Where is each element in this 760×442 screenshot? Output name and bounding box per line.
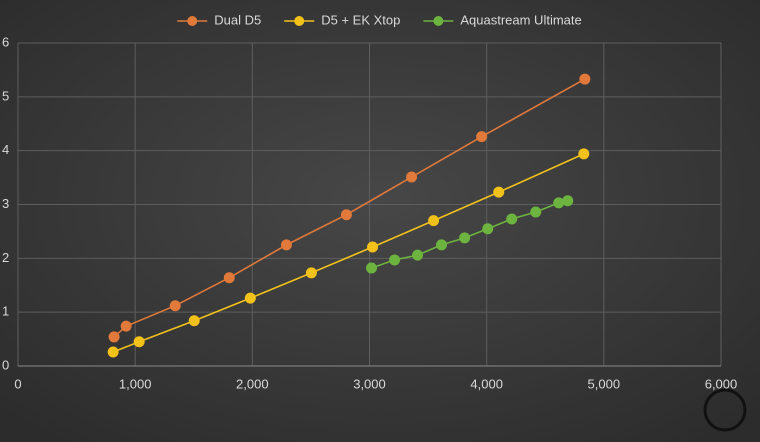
y-tick-label: 2 (2, 250, 9, 265)
x-tick-label: 1,000 (119, 376, 152, 391)
legend-marker (433, 16, 444, 26)
data-point (305, 267, 317, 279)
data-point (188, 315, 200, 327)
series-line (371, 199, 568, 269)
legend-label: Aquastream Ultimate (460, 12, 581, 27)
legend-label: Dual D5 (214, 12, 261, 27)
data-point (412, 249, 424, 261)
data-point (493, 186, 505, 198)
y-tick-label: 5 (2, 88, 9, 103)
data-point (223, 272, 235, 284)
data-point (244, 292, 256, 304)
y-tick-label: 1 (2, 304, 9, 319)
data-point (340, 209, 352, 221)
data-point (120, 320, 132, 332)
data-point (365, 262, 377, 274)
data-point (553, 197, 565, 209)
data-point (107, 346, 119, 358)
x-tick-label: 6,000 (705, 376, 738, 391)
data-point (436, 239, 448, 251)
data-point (108, 331, 120, 343)
y-tick-label: 0 (2, 357, 9, 372)
data-point (578, 148, 590, 160)
y-tick-label: 6 (2, 34, 9, 49)
x-tick-label: 4,000 (470, 376, 503, 391)
x-tick-label: 0 (14, 376, 21, 391)
data-point (133, 336, 145, 348)
data-point (280, 239, 292, 251)
data-point (482, 223, 494, 235)
data-point (389, 254, 401, 266)
data-point (367, 241, 379, 253)
x-tick-label: 2,000 (236, 376, 269, 391)
data-point (459, 232, 471, 244)
data-point (169, 300, 181, 312)
y-tick-label: 3 (2, 196, 9, 211)
x-tick-label: 5,000 (588, 376, 621, 391)
legend-label: D5 + EK Xtop (321, 12, 400, 27)
watermark-logo (703, 388, 747, 432)
data-point (506, 213, 518, 225)
data-point (530, 206, 542, 218)
data-point (476, 131, 488, 143)
legend-marker (294, 16, 305, 26)
data-point (562, 195, 574, 207)
data-point (428, 215, 440, 227)
x-tick-label: 3,000 (353, 376, 386, 391)
y-tick-label: 4 (2, 142, 9, 157)
data-point (579, 73, 591, 85)
legend-marker (187, 16, 198, 26)
data-point (406, 171, 418, 183)
